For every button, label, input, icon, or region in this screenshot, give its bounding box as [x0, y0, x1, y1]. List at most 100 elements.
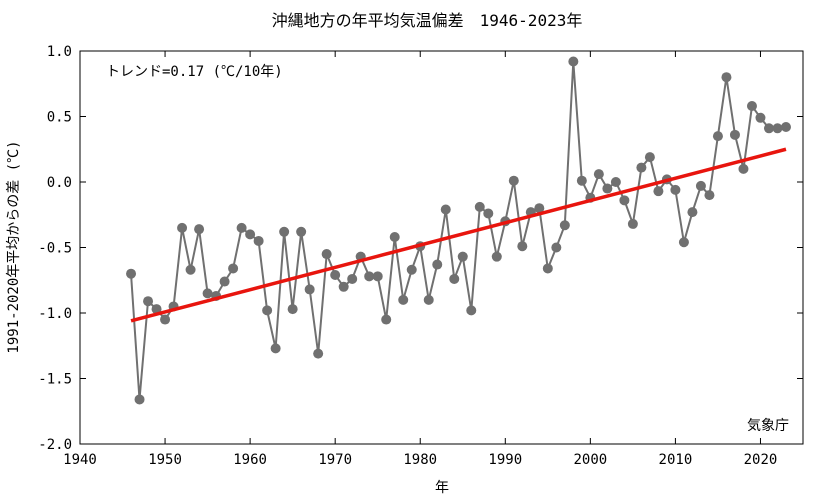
series-layer: [126, 56, 791, 405]
data-point: [678, 237, 689, 248]
data-point: [202, 288, 213, 299]
y-tick-label: 0.5: [47, 110, 72, 126]
data-point: [517, 241, 528, 252]
x-tick-label: 2010: [659, 452, 693, 468]
y-axis-label: 1991-2020年平均からの差 (℃): [6, 140, 22, 353]
trend-layer: [130, 147, 787, 323]
data-point: [143, 296, 154, 307]
data-point: [729, 129, 740, 140]
data-point: [151, 304, 162, 315]
data-point: [738, 163, 749, 174]
data-point: [440, 204, 451, 215]
data-point: [449, 273, 460, 284]
y-tick-label: -2.0: [38, 437, 72, 453]
data-point: [330, 270, 341, 281]
data-point: [763, 123, 774, 134]
y-tick-label: 1.0: [47, 44, 72, 60]
data-point: [466, 305, 477, 316]
data-point: [364, 271, 375, 282]
x-axis-label: 年: [435, 480, 449, 496]
data-point: [389, 232, 400, 243]
chart-title: 沖縄地方の年平均気温偏差 1946-2023年: [272, 11, 583, 30]
data-point: [270, 343, 281, 354]
data-point: [219, 276, 230, 287]
data-point: [704, 190, 715, 201]
data-point: [568, 56, 579, 67]
data-point: [576, 175, 587, 186]
data-point: [253, 235, 264, 246]
data-point: [194, 224, 205, 235]
data-point: [126, 268, 137, 279]
y-tick-label: -1.5: [38, 372, 72, 388]
trend-annotation: トレンド=0.17 (℃/10年): [106, 64, 283, 80]
data-point: [185, 264, 196, 275]
plot-frame: [79, 50, 804, 445]
data-point: [636, 162, 647, 173]
data-point: [381, 314, 392, 325]
y-tick-label: -0.5: [38, 241, 72, 257]
x-tick-label: 2000: [573, 452, 607, 468]
data-point: [398, 294, 409, 305]
data-point: [593, 169, 604, 180]
data-point: [474, 201, 485, 212]
trend-line: [130, 147, 787, 323]
data-point: [644, 152, 655, 163]
data-point: [559, 220, 570, 231]
data-point: [627, 218, 638, 229]
data-point: [780, 121, 791, 132]
y-axis: -2.0 -1.5 -1.0 -0.5 0.0 0.5 1.0: [38, 44, 803, 453]
x-tick-label: 1940: [63, 452, 97, 468]
x-tick-label: 1950: [148, 452, 182, 468]
data-point: [772, 123, 783, 134]
data-point: [406, 264, 417, 275]
data-point: [304, 284, 315, 295]
data-point: [670, 184, 681, 195]
data-point: [695, 180, 706, 191]
data-point: [687, 207, 698, 218]
x-tick-label: 1980: [403, 452, 437, 468]
data-point: [134, 394, 145, 405]
data-point: [228, 263, 239, 274]
data-point: [177, 222, 188, 233]
y-tick-label: -1.0: [38, 306, 72, 322]
data-point: [755, 112, 766, 123]
data-point: [287, 304, 298, 315]
data-point: [347, 273, 358, 284]
data-point: [610, 177, 621, 187]
data-point: [602, 183, 613, 194]
series-line: [130, 61, 787, 400]
data-point: [483, 208, 494, 219]
data-point: [279, 226, 290, 237]
x-tick-label: 1960: [233, 452, 267, 468]
y-tick-label: 0.0: [47, 175, 72, 191]
data-point: [321, 249, 332, 260]
data-point: [508, 175, 519, 186]
data-point: [551, 242, 562, 253]
data-point: [542, 263, 553, 274]
data-point: [721, 72, 732, 83]
data-point: [423, 294, 434, 305]
data-point: [432, 259, 443, 270]
data-point: [313, 348, 324, 359]
x-tick-label: 1970: [318, 452, 352, 468]
data-point: [372, 271, 383, 282]
source-label: 気象庁: [747, 418, 789, 434]
x-tick-label: 2020: [744, 452, 778, 468]
data-point: [491, 251, 502, 262]
data-point: [712, 131, 723, 142]
data-point: [296, 226, 307, 237]
data-point: [338, 281, 349, 292]
data-point: [653, 186, 664, 197]
data-point: [236, 222, 247, 233]
data-point: [457, 251, 468, 262]
data-point: [245, 229, 256, 240]
data-point: [534, 203, 545, 214]
data-point: [746, 101, 757, 112]
data-point: [619, 195, 630, 206]
x-tick-label: 1990: [488, 452, 522, 468]
x-axis: 1940 1950 1960 1970 1980 1990 2000 2010 2020: [63, 51, 777, 468]
data-point: [262, 305, 273, 316]
data-point: [160, 314, 171, 325]
